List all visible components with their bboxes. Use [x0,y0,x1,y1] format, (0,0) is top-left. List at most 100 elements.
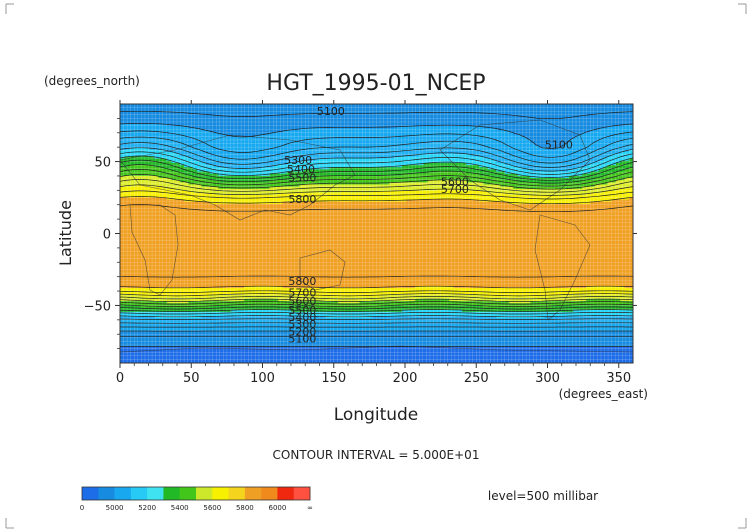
field-cell [474,311,480,314]
field-cell [607,339,613,343]
field-cell [406,356,412,360]
field-cell [397,358,403,362]
field-cell [320,360,326,363]
field-cell [444,326,450,330]
field-cell [295,326,301,330]
field-cell [521,289,527,293]
field-cell [196,339,202,343]
field-cell [316,356,322,360]
field-cell [179,339,185,343]
field-cell [243,352,249,355]
field-cell [474,328,480,332]
field-cell [466,306,472,310]
field-cell [286,321,292,325]
field-cell [188,287,194,291]
field-cell [573,347,579,351]
field-cell [487,300,493,304]
field-cell [423,293,429,297]
field-cell [124,311,130,314]
field-cell [538,309,544,312]
field-cell [556,311,561,314]
field-cell [248,302,254,306]
field-cell [393,276,399,280]
field-cell [363,283,369,286]
field-cell [534,296,540,299]
field-cell [239,356,245,360]
field-cell [534,332,540,336]
field-cell [500,352,506,355]
field-cell [184,354,190,358]
field-cell [367,300,373,304]
field-cell [397,343,403,347]
field-cell [184,345,190,349]
field-cell [282,345,288,349]
field-cell [393,313,399,317]
field-cell [427,360,433,363]
field-cell [628,324,633,327]
field-cell [248,306,254,310]
field-cell [496,341,502,345]
field-cell [517,350,523,353]
field-cell [440,315,446,319]
field-cell [132,293,138,297]
field-cell [427,298,433,302]
field-cell [427,337,433,340]
field-cell [333,274,339,278]
field-cell [329,328,335,332]
field-cell [303,324,309,327]
field-cell [367,339,373,343]
field-cell [380,328,386,332]
field-cell [500,337,506,340]
field-cell [248,337,254,340]
field-cell [286,296,292,299]
field-cell [509,354,514,358]
field-cell [269,276,275,280]
field-cell [509,330,514,334]
field-cell [414,278,420,282]
field-cell [261,360,266,363]
field-cell [325,326,331,330]
field-cell [179,317,185,321]
field-cell [273,272,279,276]
field-cell [338,343,343,347]
field-cell [273,341,279,345]
field-cell [440,352,446,355]
field-cell [282,354,288,358]
field-cell [256,350,262,353]
field-cell [265,304,271,308]
field-cell [350,343,356,347]
field-cell [564,337,570,340]
field-cell [406,302,412,306]
field-cell [222,343,228,347]
field-cell [269,283,275,286]
field-cell [372,354,378,358]
field-cell [192,313,198,317]
field-cell [214,283,219,286]
field-cell [487,350,493,353]
field-cell [423,315,429,319]
field-cell [162,343,168,347]
field-cell [581,328,587,332]
field-cell [222,272,228,276]
field-cell [124,354,130,358]
field-cell [192,280,198,284]
field-cell [500,332,506,336]
field-cell [483,328,489,332]
field-cell [385,302,390,306]
field-cell [162,272,168,276]
field-cell [295,302,301,306]
field-cell [355,360,360,363]
field-cell [376,283,382,286]
field-cell [282,332,288,336]
field-cell [419,313,425,317]
field-cell [355,280,360,284]
field-cell [432,343,437,347]
field-cell [513,339,519,343]
field-cell [491,300,497,304]
field-cell [504,358,510,362]
field-cell [615,350,621,353]
field-cell [350,330,356,334]
field-cell [154,337,160,340]
field-cell [184,283,190,286]
field-cell [333,317,339,321]
